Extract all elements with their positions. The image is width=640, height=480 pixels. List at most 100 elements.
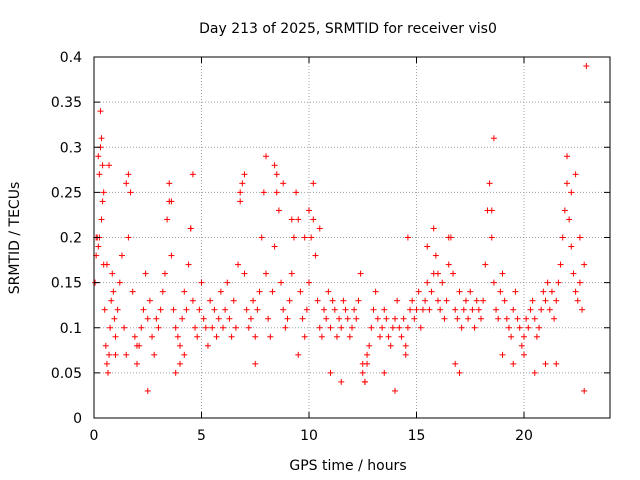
data-point — [503, 315, 510, 322]
data-point — [336, 315, 343, 322]
data-point — [527, 306, 534, 313]
data-point — [301, 234, 308, 241]
data-point — [546, 306, 553, 313]
data-point — [344, 315, 351, 322]
data-point — [443, 297, 450, 304]
data-point — [525, 324, 532, 331]
data-point — [561, 207, 568, 214]
data-point — [452, 306, 459, 313]
data-point — [398, 333, 405, 340]
data-point — [164, 216, 171, 223]
data-point — [237, 198, 244, 205]
data-point — [112, 351, 119, 358]
data-point — [409, 297, 416, 304]
data-point — [297, 288, 304, 295]
data-point — [140, 306, 147, 313]
data-point — [462, 297, 469, 304]
data-point — [247, 315, 254, 322]
data-point — [381, 369, 388, 376]
data-point — [204, 342, 211, 349]
data-point — [112, 333, 119, 340]
data-point — [361, 378, 368, 385]
data-point — [241, 270, 248, 277]
data-point — [263, 270, 269, 277]
data-point — [144, 387, 151, 394]
data-point — [536, 324, 543, 331]
data-point — [576, 279, 583, 286]
data-point — [102, 342, 109, 349]
data-point — [368, 324, 375, 331]
data-point — [394, 297, 401, 304]
data-point — [123, 351, 130, 358]
data-point — [566, 216, 573, 223]
data-point — [308, 234, 315, 241]
data-point — [349, 324, 355, 331]
data-point — [581, 261, 588, 268]
data-point — [538, 306, 545, 313]
data-point — [445, 261, 452, 268]
data-point — [392, 315, 398, 322]
data-point — [256, 288, 263, 295]
data-point — [318, 333, 325, 340]
x-tick-label: 10 — [300, 428, 318, 444]
data-point — [424, 279, 431, 286]
data-point — [166, 180, 173, 187]
data-point — [422, 297, 429, 304]
y-tick-label: 0.05 — [51, 366, 82, 382]
data-point — [103, 360, 110, 367]
data-point — [174, 333, 181, 340]
data-point — [220, 324, 226, 331]
data-point — [168, 252, 175, 259]
data-point — [187, 225, 194, 232]
data-point — [312, 252, 319, 259]
data-point — [111, 315, 118, 322]
data-point — [252, 360, 259, 367]
data-point — [194, 333, 201, 340]
data-point — [269, 288, 276, 295]
data-point — [241, 171, 248, 178]
data-point — [437, 306, 444, 313]
data-point — [510, 360, 517, 367]
data-point — [101, 306, 108, 313]
data-point — [450, 270, 457, 277]
data-point — [435, 270, 441, 277]
data-point — [473, 297, 480, 304]
data-point — [495, 315, 502, 322]
data-point — [482, 261, 489, 268]
x-tick-label: 0 — [90, 428, 99, 444]
data-point — [572, 171, 579, 178]
data-point — [432, 252, 439, 259]
data-point — [275, 207, 282, 214]
x-tick-label: 5 — [197, 428, 206, 444]
data-point — [574, 297, 581, 304]
data-point — [198, 279, 205, 286]
data-point — [104, 369, 111, 376]
data-point — [99, 198, 106, 205]
data-point — [280, 180, 287, 187]
data-point — [424, 243, 431, 250]
data-point — [155, 324, 162, 331]
data-point — [161, 270, 168, 277]
data-point — [288, 270, 295, 277]
data-point — [493, 306, 500, 313]
data-point — [445, 234, 452, 241]
data-point — [402, 342, 409, 349]
data-point — [222, 306, 229, 313]
data-points — [92, 63, 590, 394]
data-point — [508, 333, 515, 340]
data-point — [478, 315, 484, 322]
data-point — [499, 351, 506, 358]
data-point — [224, 279, 231, 286]
data-point — [181, 288, 188, 295]
data-point — [512, 288, 519, 295]
data-point — [267, 333, 274, 340]
data-point — [411, 315, 418, 322]
data-point — [518, 342, 525, 349]
data-point — [129, 288, 136, 295]
data-point — [415, 288, 422, 295]
data-point — [321, 306, 328, 313]
data-point — [284, 315, 291, 322]
data-point — [177, 342, 183, 349]
y-axis-label: SRMTID / TECUs — [7, 182, 23, 295]
data-point — [303, 306, 310, 313]
